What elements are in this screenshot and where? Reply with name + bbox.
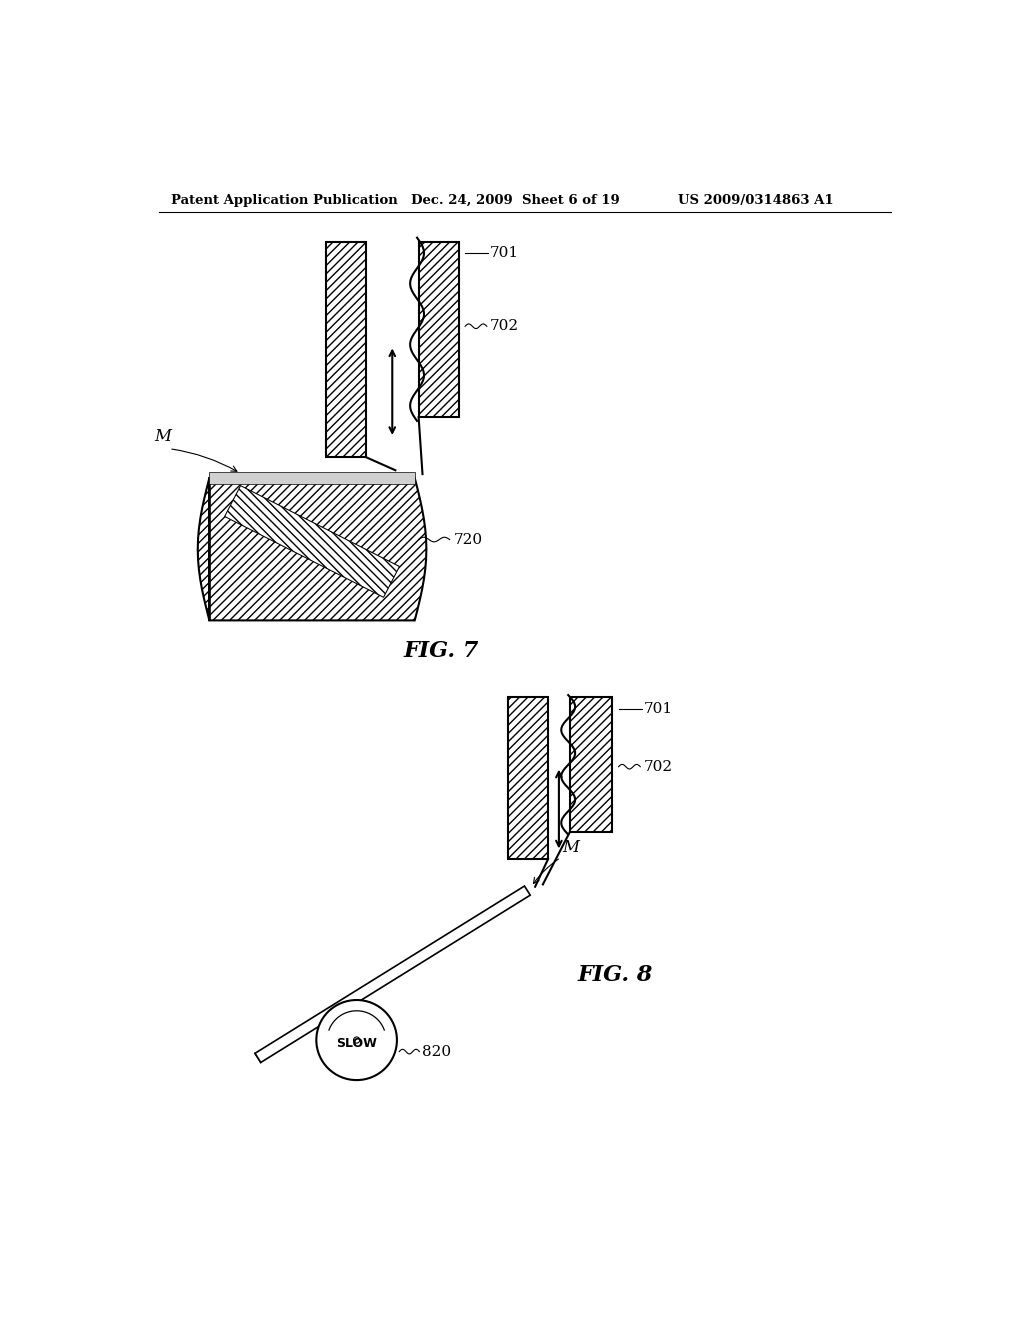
Text: SLOW: SLOW: [336, 1038, 377, 1051]
Text: FIG. 8: FIG. 8: [578, 964, 653, 986]
Text: 701: 701: [489, 246, 519, 260]
Bar: [569, 697, 612, 832]
Text: US 2009/0314863 A1: US 2009/0314863 A1: [678, 194, 834, 207]
Bar: [419, 242, 459, 417]
Text: FIG. 7: FIG. 7: [403, 640, 478, 661]
Text: 702: 702: [489, 319, 519, 333]
Polygon shape: [224, 486, 399, 598]
Text: Patent Application Publication: Patent Application Publication: [171, 194, 397, 207]
Bar: [326, 242, 366, 457]
Bar: [508, 697, 548, 859]
Bar: [569, 697, 612, 832]
Text: 702: 702: [643, 760, 673, 774]
Bar: [508, 697, 548, 859]
Text: 701: 701: [643, 702, 673, 715]
Polygon shape: [255, 886, 530, 1063]
Circle shape: [316, 1001, 397, 1080]
Text: 720: 720: [454, 532, 482, 546]
Text: M: M: [155, 428, 171, 445]
Text: M: M: [562, 840, 580, 855]
Circle shape: [353, 1038, 359, 1043]
Bar: [419, 242, 459, 417]
Text: Dec. 24, 2009  Sheet 6 of 19: Dec. 24, 2009 Sheet 6 of 19: [411, 194, 620, 207]
Bar: [326, 242, 366, 457]
Polygon shape: [198, 478, 426, 620]
Text: 820: 820: [422, 1044, 451, 1059]
Bar: [209, 471, 415, 484]
